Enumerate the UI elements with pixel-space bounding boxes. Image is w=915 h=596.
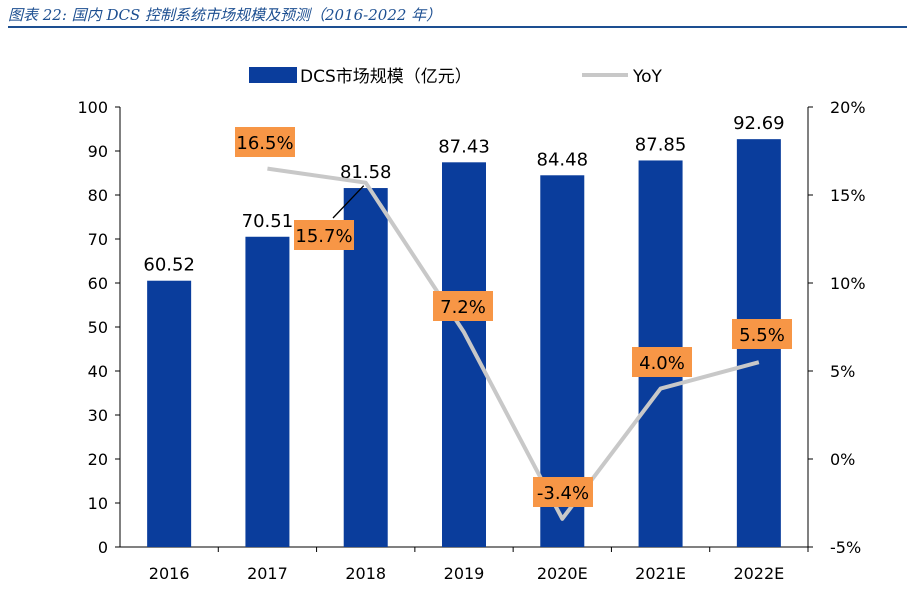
- left-axis-tick-label: 30: [88, 406, 108, 425]
- yoy-label-box: [533, 477, 593, 507]
- yoy-line: [267, 166, 760, 521]
- yoy-value-label: -3.4%: [537, 483, 589, 504]
- right-axis-tick-label: 20%: [830, 98, 866, 117]
- x-axis-tick-label: 2021E: [635, 564, 686, 583]
- yoy-label-box: [294, 220, 354, 250]
- figure-header: 图表 22: 国内 DCS 控制系统市场规模及预测（2016-2022 年）: [0, 0, 915, 30]
- bar-value-label: 70.51: [242, 211, 294, 232]
- yoy-value-label: 16.5%: [236, 133, 293, 154]
- bar-value-label: 60.52: [143, 255, 195, 276]
- figure-title: 图表 22: 国内 DCS 控制系统市场规模及预测（2016-2022 年）: [8, 6, 442, 24]
- left-axis-tick-label: 70: [88, 230, 108, 249]
- yoy-value-label: 7.2%: [440, 297, 486, 318]
- left-axis-tick-label: 0: [98, 538, 108, 557]
- bar-value-label: 87.43: [438, 136, 490, 157]
- chart-legend: DCS市场规模（亿元） YoY: [249, 67, 663, 87]
- left-axis-tick-label: 60: [88, 274, 108, 293]
- bar: [442, 162, 486, 548]
- left-axis-tick-label: 90: [88, 142, 108, 161]
- yoy-label-pointer: [332, 185, 365, 219]
- right-axis-tick-label: 15%: [830, 186, 866, 205]
- right-axis-tick-label: 0%: [830, 450, 855, 469]
- yoy-label-box: [235, 127, 295, 157]
- right-axis-tick-label: 10%: [830, 274, 866, 293]
- yoy-value-label: 4.0%: [639, 353, 685, 374]
- yoy-value-label: 15.7%: [295, 226, 352, 247]
- legend-line-label: YoY: [632, 67, 663, 87]
- yoy-value-label: 5.5%: [739, 325, 785, 346]
- plot-area: 0 10 20 30 40 50 60 70 80 90 100 -5% 0% 5% 10% 15% 20% 60…: [77, 98, 865, 583]
- title-rule: [8, 26, 907, 28]
- legend-bar-label: DCS市场规模（亿元）: [300, 67, 472, 87]
- x-axis-tick-label: 2022E: [733, 564, 784, 583]
- bar-value-label: 87.85: [635, 134, 687, 155]
- left-axis-tick-label: 10: [88, 494, 108, 513]
- left-axis-tick-label: 20: [88, 450, 108, 469]
- bar-value-label: 84.48: [537, 149, 589, 170]
- x-axis-tick-label: 2020E: [537, 564, 588, 583]
- bar-value-label: 92.69: [733, 113, 785, 134]
- bar: [245, 236, 290, 548]
- legend-bar-swatch: [249, 67, 297, 83]
- left-axis-tick-label: 50: [88, 318, 108, 337]
- yoy-label-box: [732, 319, 792, 349]
- x-axis-tick-label: 2017: [247, 564, 288, 583]
- dcs-market-chart: DCS市场规模（亿元） YoY 0 10 20 30 40 50 60 70 80 90 100 -5…: [77, 67, 866, 583]
- x-axis-tick-label: 2019: [444, 564, 485, 583]
- bar-value-label: 81.58: [340, 162, 392, 183]
- bar: [147, 280, 192, 547]
- left-axis-tick-label: 40: [88, 362, 108, 381]
- x-axis-tick-label: 2016: [149, 564, 190, 583]
- right-axis-tick-label: 5%: [830, 362, 855, 381]
- x-axis-tick-label: 2018: [345, 564, 386, 583]
- left-axis-tick-label: 80: [88, 186, 108, 205]
- yoy-label-box: [433, 291, 493, 321]
- right-axis-tick-label: -5%: [830, 538, 861, 557]
- left-axis-tick-label: 100: [77, 98, 108, 117]
- yoy-label-box: [632, 347, 692, 377]
